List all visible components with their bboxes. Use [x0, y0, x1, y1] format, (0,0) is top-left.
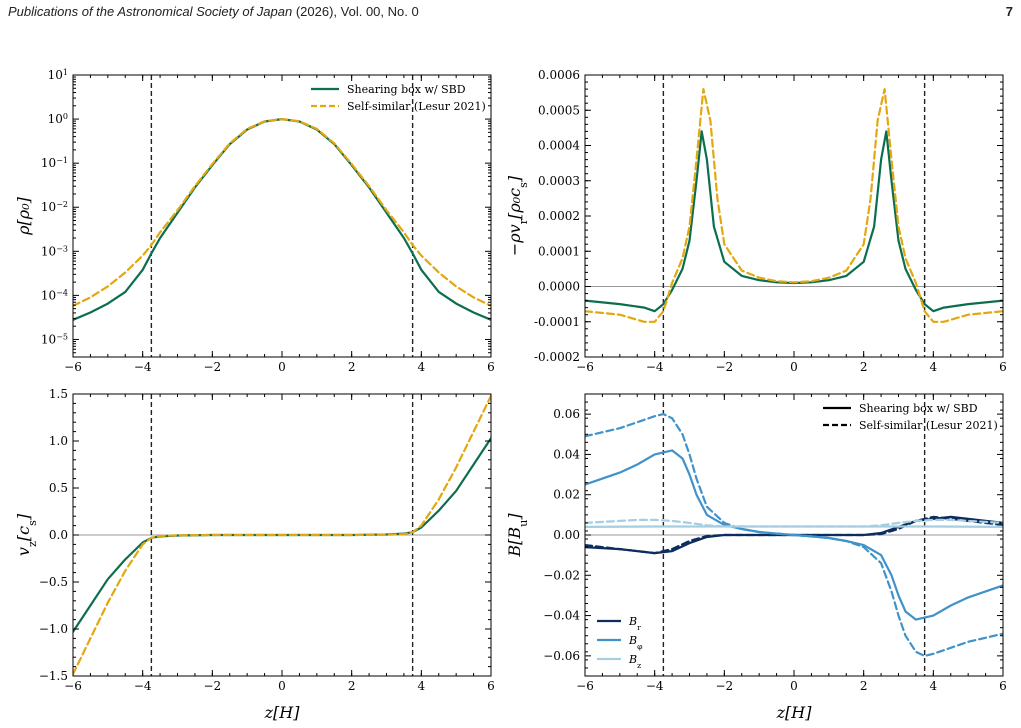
- y-tick-label: 0.5: [49, 481, 68, 495]
- y-tick-label: 0.0004: [538, 139, 580, 153]
- y-tick-label: 1.0: [49, 434, 68, 448]
- x-tick-label: −6: [64, 360, 82, 374]
- x-tick-label: 6: [999, 679, 1007, 693]
- y-tick-label: 0.02: [553, 488, 580, 502]
- x-tick-label: −2: [715, 679, 733, 693]
- x-tick-label: −4: [646, 360, 664, 374]
- series-group: [585, 87, 1003, 323]
- series-line-1: [73, 394, 491, 676]
- y-tick-label: 0.0003: [538, 174, 580, 188]
- series-line-1: [73, 117, 491, 307]
- series-line-0: [585, 130, 1003, 313]
- y-tick-label: −1.5: [39, 669, 68, 683]
- x-tick-label: −6: [64, 679, 82, 693]
- series-line-1: [585, 87, 1003, 323]
- x-axis-label: z[H]: [264, 703, 301, 722]
- y-tick-label: -0.0001: [534, 315, 580, 329]
- panel-mass_flux: −6 −4 −2 0 2 4 6 -0.0002 -0.0001 0.0000 0.0001 0.00…: [505, 68, 1007, 374]
- y-axis-label: vz[cs]: [14, 513, 39, 556]
- x-tick-label: 0: [278, 679, 286, 693]
- legend: Shearing box w/ SBD Self-similar (Lesur 2…: [311, 83, 486, 113]
- axes-frame: [72, 74, 492, 358]
- legend-label: Self-similar (Lesur 2021): [859, 419, 998, 432]
- y-tick-label: 0.06: [553, 407, 580, 421]
- series-group: [73, 117, 491, 321]
- x-tick-label: 6: [487, 679, 495, 693]
- y-tick-label: 10−5: [41, 332, 68, 347]
- panel-rho: −6 −4 −2 0 2 4 6 10−5 10−4 10−3 10−2 10−1 100 101 ρ[ρ₀…: [14, 68, 495, 375]
- legend-label: Br: [628, 615, 641, 632]
- axes-frame: [584, 74, 1004, 358]
- y-axis-label: −ρvr[ρ₀cs]: [505, 175, 530, 256]
- y-tick-label: 10−1: [41, 156, 68, 171]
- y-tick-label: −0.02: [543, 568, 580, 582]
- y-tick-label: 0.0001: [538, 244, 580, 258]
- legend-label: Shearing box w/ SBD: [859, 402, 978, 415]
- y-tick-label: 10−2: [41, 200, 68, 215]
- journal-name: Publications of the Astronomical Society…: [8, 4, 293, 19]
- y-tick-label: −0.5: [39, 575, 68, 589]
- series-line-0: [73, 117, 491, 321]
- x-tick-label: 6: [487, 360, 495, 374]
- y-tick-label: 0.00: [553, 528, 580, 542]
- x-tick-label: 0: [790, 360, 798, 374]
- x-tick-label: −6: [576, 679, 594, 693]
- y-tick-label: 0.0005: [538, 103, 580, 117]
- legend-components: Br Bφ Bz: [597, 615, 643, 670]
- y-tick-label: 10−4: [41, 288, 68, 303]
- x-tick-label: 2: [348, 679, 356, 693]
- y-tick-label: 0.0000: [538, 280, 580, 294]
- x-tick-label: 4: [418, 360, 426, 374]
- x-tick-label: 4: [930, 679, 938, 693]
- series-line-5: [585, 518, 1003, 528]
- legend-label: Bφ: [628, 634, 643, 651]
- legend-label: Self-similar (Lesur 2021): [347, 100, 486, 113]
- y-tick-label: 101: [48, 68, 68, 83]
- legend-label: Shearing box w/ SBD: [347, 83, 466, 96]
- x-tick-label: 2: [860, 679, 868, 693]
- y-tick-label: 0.0006: [538, 68, 580, 82]
- x-tick-label: −6: [576, 360, 594, 374]
- x-tick-label: 2: [348, 360, 356, 374]
- y-tick-label: 10−3: [41, 244, 68, 259]
- journal-citation: (2026), Vol. 00, No. 0: [292, 4, 419, 19]
- y-axis-label: B[Bu]: [505, 513, 530, 558]
- x-tick-label: 4: [418, 679, 426, 693]
- x-axis-label: z[H]: [776, 703, 813, 722]
- x-tick-label: −4: [646, 679, 664, 693]
- x-tick-label: 0: [278, 360, 286, 374]
- y-tick-label: 100: [48, 112, 68, 127]
- x-tick-label: 6: [999, 360, 1007, 374]
- y-axis-label: ρ[ρ₀]: [14, 196, 33, 235]
- series-line-3: [585, 413, 1003, 658]
- x-tick-label: 0: [790, 679, 798, 693]
- y-tick-label: 0.0002: [538, 209, 580, 223]
- x-tick-label: −4: [134, 679, 152, 693]
- panel-B: −6 −4 −2 0 2 4 6 −0.06 −0.04 −0.02 0.00 0.02 0.04 0.0…: [505, 393, 1007, 722]
- y-tick-label: 0.0: [49, 528, 68, 542]
- x-tick-label: −2: [203, 360, 221, 374]
- x-tick-label: 4: [930, 360, 938, 374]
- series-group: [73, 394, 491, 676]
- y-tick-label: 0.04: [553, 447, 580, 461]
- x-tick-label: −2: [715, 360, 733, 374]
- y-tick-label: −0.04: [543, 609, 580, 623]
- x-tick-label: 2: [860, 360, 868, 374]
- y-tick-label: −1.0: [39, 622, 68, 636]
- y-tick-label: 1.5: [49, 387, 68, 401]
- page-header: Publications of the Astronomical Society…: [8, 4, 1013, 22]
- legend-label: Bz: [628, 653, 641, 670]
- x-tick-label: −2: [203, 679, 221, 693]
- page-number: 7: [1005, 4, 1013, 19]
- legend: Shearing box w/ SBD Self-similar (Lesur 2…: [823, 402, 998, 432]
- x-tick-label: −4: [134, 360, 152, 374]
- y-tick-label: −0.06: [543, 649, 580, 663]
- panel-vz: −6 −4 −2 0 2 4 6 −1.5 −1.0 −0.5 0.0 0.5 1.0 1.5 vz[cs]…: [14, 387, 495, 722]
- series-group: [585, 413, 1003, 658]
- y-tick-label: -0.0002: [534, 350, 580, 364]
